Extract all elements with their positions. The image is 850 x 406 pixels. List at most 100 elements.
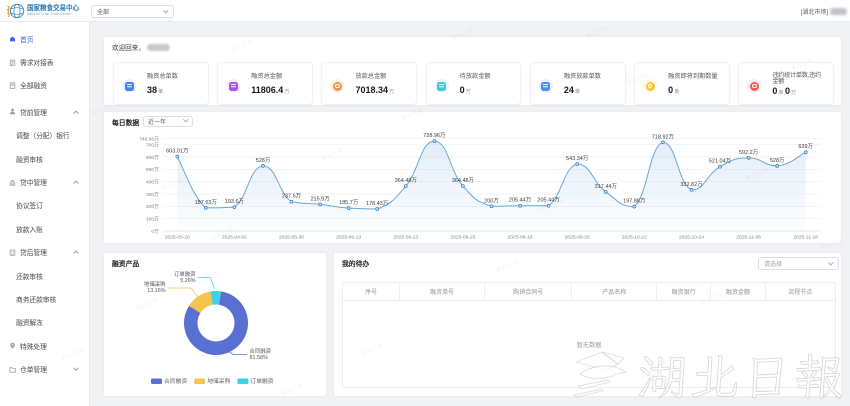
- svg-text:2025-08-18: 2025-08-18: [508, 235, 533, 241]
- svg-text:332.82万: 332.82万: [680, 181, 703, 188]
- brand-logo: 国家粮食交易中心 National Grain Trade Center: [6, 2, 79, 20]
- card-icon: [538, 79, 553, 93]
- svg-text:地储采购: 地储采购: [207, 377, 230, 385]
- column-header-6[interactable]: 融资金额: [711, 283, 766, 301]
- user-area[interactable]: [湖北市场]: [801, 0, 847, 22]
- todo-table: 序号 融资单号 购销合同号 产品名称 融资银行 融资金额 流程节点 暂无数据: [342, 282, 836, 388]
- welcome-username-redacted: [146, 43, 170, 51]
- user-market-label: [湖北市场]: [800, 9, 828, 16]
- x-axis-labels: 2025-03-20 2025-04-02 2025-05-30 2025-06-13…: [165, 235, 819, 241]
- todo-panel: 我的待办 请选择 序号 融资单号 购销合同号 产品名称 融资银行 融资金额 流程节点 暂无数…: [333, 252, 842, 397]
- stat-value: 24: [563, 84, 574, 95]
- sidebar-item-all-financing[interactable]: 全部融资: [0, 74, 89, 97]
- stat-cards: 融资总单数 38单 融资总金额 11806.4万 放款总金额 7018.34万 待放款金额 0…: [113, 62, 835, 105]
- sidebar-item-label: 特殊处理: [20, 343, 47, 351]
- stat-label: 放款总金额: [355, 72, 387, 80]
- svg-text:5.26%: 5.26%: [180, 278, 195, 284]
- donut-legend[interactable]: 合同融资 地储采购 订单融资: [151, 377, 274, 385]
- svg-text:81.58%: 81.58%: [250, 355, 268, 361]
- svg-text:2025-04-02: 2025-04-02: [222, 235, 247, 241]
- svg-text:178.43万: 178.43万: [366, 200, 389, 207]
- svg-text:500万: 500万: [146, 167, 159, 173]
- column-header-label: 融资银行: [671, 290, 696, 296]
- sidebar-item-mid-loan[interactable]: 贷中管理: [0, 170, 89, 193]
- user-name-redacted: [830, 7, 847, 15]
- sidebar: 首页需求对接表全部融资贷前管理调整（分配）银行融资审核 贷中管理协议签订放款入账贷…: [0, 22, 90, 406]
- sidebar-item-post-loan[interactable]: 贷后管理: [0, 241, 89, 264]
- chevron-down-icon: [163, 7, 169, 13]
- sidebar-item-label: 贷后管理: [20, 250, 47, 258]
- sidebar-item-home[interactable]: 首页: [0, 27, 89, 50]
- sidebar-item-assign-bank[interactable]: 调整（分配）银行: [0, 124, 89, 147]
- column-header-2[interactable]: 融资单号: [400, 283, 485, 301]
- coin-icon: [330, 79, 345, 93]
- sidebar-item-pre-loan[interactable]: 贷前管理: [0, 100, 89, 123]
- daily-range-select[interactable]: 近一年: [143, 115, 193, 127]
- svg-text:0万: 0万: [151, 229, 159, 235]
- svg-text:237.6万: 237.6万: [282, 193, 302, 200]
- svg-text:728.96万: 728.96万: [423, 132, 446, 139]
- products-title: 融资产品: [112, 261, 140, 268]
- svg-text:2025-11-18: 2025-11-18: [793, 235, 818, 241]
- svg-text:193.6万: 193.6万: [225, 198, 245, 205]
- clock-icon: [747, 79, 762, 93]
- sidebar-item-warehouse-receipt[interactable]: 仓单管理: [0, 357, 89, 380]
- sidebar-item-label: 需求对接表: [20, 60, 54, 68]
- sidebar-item-financing-unfreeze[interactable]: 融资解冻: [0, 311, 89, 334]
- stat-label: 融资放款单数: [563, 72, 601, 80]
- svg-text:197.88万: 197.88万: [623, 198, 646, 205]
- sidebar-item-demand-match[interactable]: 需求对接表: [0, 50, 89, 73]
- globe-wheat-logo-icon: [6, 3, 25, 19]
- sidebar-item-special-handling[interactable]: 特殊处理: [0, 334, 89, 357]
- svg-text:205.44万: 205.44万: [537, 197, 560, 204]
- svg-text:718.92万: 718.92万: [652, 133, 675, 140]
- clipboard-icon: [9, 59, 16, 66]
- sidebar-item-repayment-review[interactable]: 还款审核: [0, 264, 89, 287]
- sidebar-item-label: 还款审核: [16, 273, 43, 281]
- column-header-label: 流程节点: [788, 290, 813, 296]
- column-header-7[interactable]: 流程节点: [765, 283, 836, 301]
- folder-icon: [9, 366, 16, 373]
- stat-unit: 单,: [778, 90, 785, 97]
- chevron-up-icon: [73, 250, 79, 257]
- todo-filter-select[interactable]: 请选择: [758, 257, 839, 270]
- stat-label: 违约统计单数,违约金额: [772, 71, 821, 86]
- svg-text:215.9万: 215.9万: [310, 195, 330, 202]
- svg-text:2025-03-20: 2025-03-20: [165, 235, 190, 241]
- svg-text:合同融资: 合同融资: [164, 377, 187, 385]
- stat-label: 融资即将到期数量: [668, 72, 718, 80]
- stat-card-due-soon: 融资即将到期数量 0单: [634, 62, 730, 105]
- alert-icon: [643, 79, 658, 93]
- sidebar-item-financing-review[interactable]: 融资审核: [0, 147, 89, 170]
- column-header-3[interactable]: 购销合同号: [484, 283, 573, 301]
- sidebar-item-loan-entry[interactable]: 放款入账: [0, 217, 89, 240]
- sidebar-item-label: 协议签订: [16, 203, 43, 211]
- svg-text:2025-11-06: 2025-11-06: [736, 235, 761, 241]
- sidebar-item-biz-repayment-review[interactable]: 商务还款审核: [0, 287, 89, 310]
- stat-unit: 万: [284, 88, 290, 95]
- empty-state-text: 暂无数据: [576, 341, 602, 349]
- column-header-5[interactable]: 融资银行: [656, 283, 712, 301]
- user-icon: [9, 108, 16, 115]
- column-header-4[interactable]: 产品名称: [572, 283, 657, 301]
- svg-text:200万: 200万: [146, 204, 159, 210]
- brand-subtitle: National Grain Trade Center: [27, 12, 71, 17]
- sidebar-item-label: 调整（分配）银行: [16, 133, 70, 141]
- stat-unit: 万: [465, 88, 471, 95]
- svg-text:600万: 600万: [146, 155, 159, 161]
- stat-label: 待放款金额: [459, 72, 491, 80]
- svg-text:订单融资: 订单融资: [174, 270, 196, 278]
- stat-unit: 单: [674, 88, 680, 95]
- stat-value: 38: [147, 84, 158, 95]
- todo-title: 我的待办: [342, 261, 370, 268]
- column-header-1[interactable]: 序号: [343, 283, 401, 301]
- svg-text:603.01万: 603.01万: [166, 148, 189, 155]
- daily-chart-panel: 每日数据 近一年 0万 100万 200万 300万 400万 500万 600万 700万 7…: [103, 111, 842, 244]
- market-filter-select[interactable]: 全部: [91, 5, 174, 18]
- todo-table-header: 序号 融资单号 购销合同号 产品名称 融资银行 融资金额 流程节点: [343, 283, 836, 301]
- sidebar-item-agreement-sign[interactable]: 协议签订: [0, 194, 89, 217]
